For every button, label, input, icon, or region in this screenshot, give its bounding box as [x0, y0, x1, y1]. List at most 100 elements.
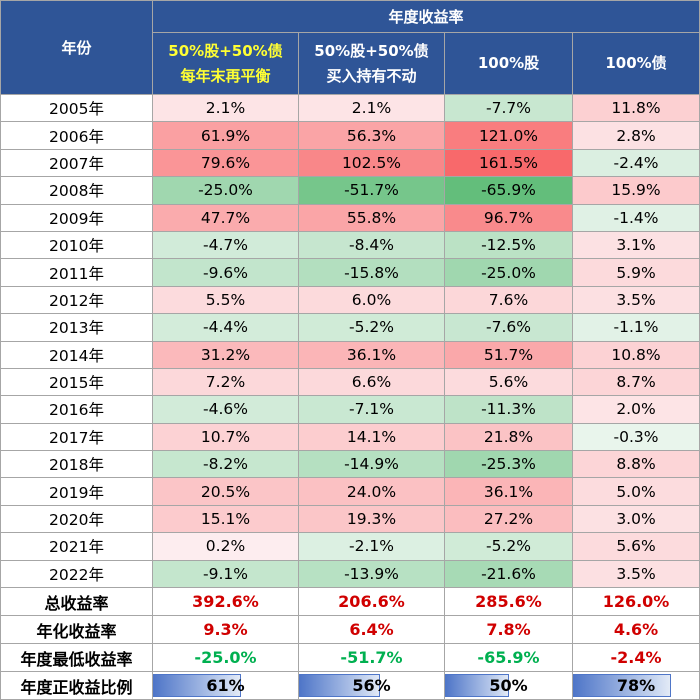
return-cell: -51.7%: [298, 176, 445, 205]
year-cell: 2019年: [0, 477, 153, 506]
return-cell: 2.1%: [298, 93, 445, 123]
return-cell: 2.1%: [152, 93, 299, 123]
return-cell: -4.6%: [152, 395, 299, 424]
year-cell: 2006年: [0, 121, 153, 150]
return-cell: 47.7%: [152, 203, 299, 232]
year-cell: 2020年: [0, 504, 153, 534]
table-row: 2022年 -9.1% -13.9% -21.6% 3.5%: [0, 559, 700, 589]
positive-ratio-bar: [445, 674, 509, 698]
return-cell: -12.5%: [444, 230, 573, 260]
return-cell: 2.0%: [571, 395, 700, 424]
return-cell: 36.1%: [444, 477, 573, 506]
return-cell: 20.5%: [152, 477, 299, 506]
worst-return-cell: -51.7%: [298, 643, 445, 673]
year-cell: 2017年: [0, 422, 153, 452]
return-cell: 3.5%: [571, 559, 700, 589]
return-cell: -7.7%: [444, 93, 573, 123]
return-cell: 7.6%: [444, 285, 573, 315]
positive-ratio-value: 61%: [206, 676, 245, 696]
return-cell: 0.2%: [152, 532, 299, 561]
return-cell: -5.2%: [298, 313, 445, 342]
annualized-return-cell: 9.3%: [152, 615, 299, 645]
total-return-cell: 206.6%: [298, 587, 445, 617]
table-row: 2007年 79.6% 102.5% 161.5% -2.4%: [0, 148, 700, 178]
col-header-all-bond: 100%债: [571, 32, 700, 95]
return-cell: -1.1%: [571, 313, 700, 342]
table-row: 2018年 -8.2% -14.9% -25.3% 8.8%: [0, 450, 700, 479]
return-cell: 3.1%: [571, 230, 700, 260]
table-row: 2013年 -4.4% -5.2% -7.6% -1.1%: [0, 313, 700, 342]
return-cell: 24.0%: [298, 477, 445, 506]
return-cell: 10.7%: [152, 422, 299, 452]
return-cell: 8.8%: [571, 450, 700, 479]
return-cell: 11.8%: [571, 93, 700, 123]
year-cell: 2011年: [0, 258, 153, 287]
year-cell: 2008年: [0, 176, 153, 205]
year-cell: 2010年: [0, 230, 153, 260]
return-cell: -5.2%: [444, 532, 573, 561]
col-header-buy-hold: 50%股+50%债 买入持有不动: [298, 32, 445, 95]
year-column-header: 年份: [0, 0, 153, 95]
return-cell: -7.1%: [298, 395, 445, 424]
return-cell: 5.0%: [571, 477, 700, 506]
annualized-return-cell: 7.8%: [444, 615, 573, 645]
return-cell: -7.6%: [444, 313, 573, 342]
return-cell: -2.1%: [298, 532, 445, 561]
worst-return-cell: -65.9%: [444, 643, 573, 673]
summary-label-annualized: 年化收益率: [0, 615, 153, 645]
return-cell: 55.8%: [298, 203, 445, 232]
return-cell: -8.4%: [298, 230, 445, 260]
year-cell: 2016年: [0, 395, 153, 424]
year-cell: 2021年: [0, 532, 153, 561]
return-cell: 10.8%: [571, 340, 700, 369]
return-cell: 5.6%: [444, 367, 573, 397]
table-row: 2020年 15.1% 19.3% 27.2% 3.0%: [0, 504, 700, 534]
positive-ratio-bar: [299, 674, 381, 698]
return-cell: 7.2%: [152, 367, 299, 397]
return-cell: 6.0%: [298, 285, 445, 315]
return-cell: -25.3%: [444, 450, 573, 479]
table-row: 2012年 5.5% 6.0% 7.6% 3.5%: [0, 285, 700, 315]
return-cell: -8.2%: [152, 450, 299, 479]
table-row: 2014年 31.2% 36.1% 51.7% 10.8%: [0, 340, 700, 369]
year-cell: 2022年: [0, 559, 153, 589]
col-header-rebalance: 50%股+50%债 每年末再平衡: [152, 32, 299, 95]
year-cell: 2005年: [0, 93, 153, 123]
return-cell: 2.8%: [571, 121, 700, 150]
return-cell: 6.6%: [298, 367, 445, 397]
table-row: 2008年 -25.0% -51.7% -65.9% 15.9%: [0, 176, 700, 205]
return-cell: -25.0%: [444, 258, 573, 287]
return-cell: -14.9%: [298, 450, 445, 479]
summary-label-total: 总收益率: [0, 587, 153, 617]
table-row: 2006年 61.9% 56.3% 121.0% 2.8%: [0, 121, 700, 150]
return-cell: -0.3%: [571, 422, 700, 452]
return-cell: -15.8%: [298, 258, 445, 287]
return-cell: 5.5%: [152, 285, 299, 315]
table-row: 2021年 0.2% -2.1% -5.2% 5.6%: [0, 532, 700, 561]
col-header-rebalance-line1: 50%股+50%债: [168, 41, 283, 60]
return-cell: -21.6%: [444, 559, 573, 589]
positive-ratio-cell: 50%: [444, 671, 573, 700]
return-cell: 161.5%: [444, 148, 573, 178]
year-cell: 2015年: [0, 367, 153, 397]
return-cell: 102.5%: [298, 148, 445, 178]
return-cell: -4.7%: [152, 230, 299, 260]
table-row: 2010年 -4.7% -8.4% -12.5% 3.1%: [0, 230, 700, 260]
positive-ratio-cell: 56%: [298, 671, 445, 700]
return-cell: 14.1%: [298, 422, 445, 452]
table-row: 2019年 20.5% 24.0% 36.1% 5.0%: [0, 477, 700, 506]
positive-ratio-value: 78%: [616, 676, 656, 696]
positive-ratio-cell: 61%: [152, 671, 299, 700]
year-cell: 2018年: [0, 450, 153, 479]
table-row: 2011年 -9.6% -15.8% -25.0% 5.9%: [0, 258, 700, 287]
table-row: 2009年 47.7% 55.8% 96.7% -1.4%: [0, 203, 700, 232]
table-row: 2015年 7.2% 6.6% 5.6% 8.7%: [0, 367, 700, 397]
total-return-cell: 285.6%: [444, 587, 573, 617]
return-cell: -11.3%: [444, 395, 573, 424]
col-header-buy-hold-line2: 买入持有不动: [326, 66, 417, 85]
return-cell: 121.0%: [444, 121, 573, 150]
return-cell: 31.2%: [152, 340, 299, 369]
positive-ratio-bar: [153, 674, 242, 698]
return-cell: 61.9%: [152, 121, 299, 150]
